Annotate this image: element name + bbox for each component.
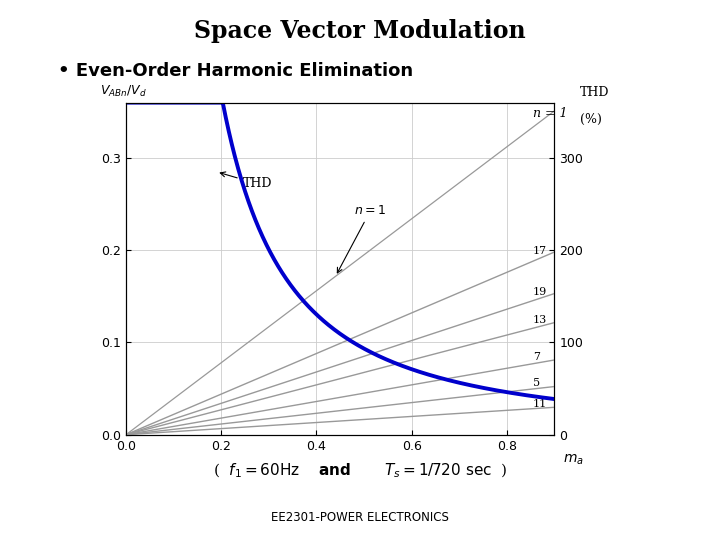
Text: 5: 5 — [533, 378, 540, 388]
Text: (  $f_1 = 60\mathrm{Hz}$    $\mathbf{and}$       $T_s = 1/720\ \mathrm{sec}$  ): ( $f_1 = 60\mathrm{Hz}$ $\mathbf{and}$ $… — [213, 462, 507, 480]
Text: 11: 11 — [533, 399, 547, 409]
Text: $V_{ABn}/V_d$: $V_{ABn}/V_d$ — [100, 84, 147, 99]
Text: 17: 17 — [533, 246, 547, 255]
Text: (%): (%) — [580, 112, 602, 126]
Text: n = 1: n = 1 — [533, 107, 567, 120]
Text: 19: 19 — [533, 287, 547, 297]
Text: $m_a$: $m_a$ — [563, 453, 584, 467]
Text: THD: THD — [220, 172, 272, 190]
Text: 13: 13 — [533, 315, 547, 326]
Text: $n=1$: $n=1$ — [338, 204, 387, 273]
Text: THD: THD — [580, 86, 610, 99]
Text: Space Vector Modulation: Space Vector Modulation — [194, 19, 526, 43]
Text: • Even-Order Harmonic Elimination: • Even-Order Harmonic Elimination — [58, 62, 413, 80]
Text: 7: 7 — [533, 352, 540, 362]
Text: EE2301-POWER ELECTRONICS: EE2301-POWER ELECTRONICS — [271, 511, 449, 524]
